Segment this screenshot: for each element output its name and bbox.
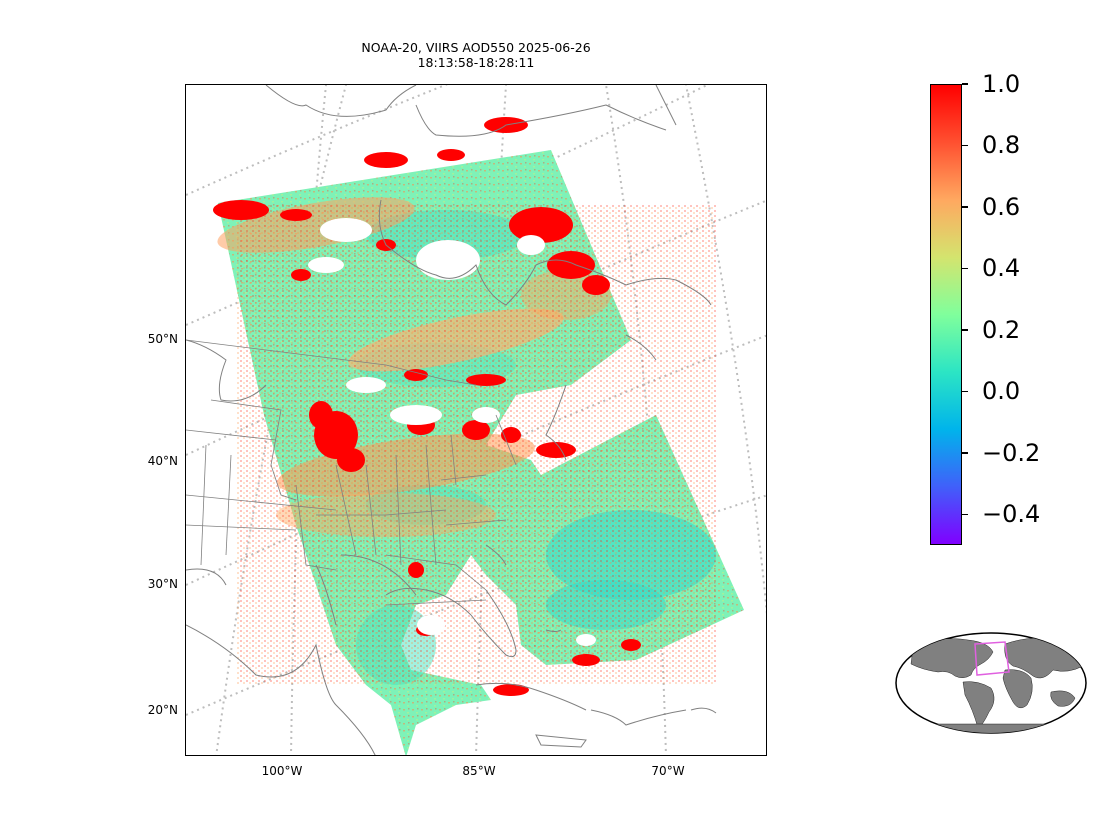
coastlines bbox=[186, 85, 717, 755]
lon-label-100w: 100°W bbox=[261, 764, 303, 778]
colorbar-tick-mark bbox=[962, 390, 968, 393]
colorbar bbox=[930, 84, 962, 545]
lat-label-50: 50°N bbox=[147, 332, 178, 346]
colorbar-tick-mark bbox=[962, 329, 968, 331]
lat-label-30: 30°N bbox=[147, 577, 178, 591]
map-title: NOAA-20, VIIRS AOD550 2025-06-26 18:13:5… bbox=[185, 40, 767, 70]
colorbar-tick-label: 0.2 bbox=[982, 315, 1021, 344]
colorbar-tick-mark bbox=[962, 513, 968, 516]
region-box bbox=[974, 641, 1010, 676]
map-canvas bbox=[186, 85, 766, 755]
title-line-1: NOAA-20, VIIRS AOD550 2025-06-26 bbox=[361, 40, 591, 55]
colorbar-tick-mark bbox=[962, 452, 968, 454]
lat-label-40: 40°N bbox=[147, 454, 178, 468]
colorbar-tick-label: 1.0 bbox=[982, 70, 1021, 98]
colorbar-tick-mark bbox=[962, 144, 968, 147]
colorbar-tick-label: 0.4 bbox=[982, 254, 1021, 283]
colorbar-tick-label: 0.6 bbox=[982, 192, 1021, 221]
colorbar-tick-label: 0.8 bbox=[982, 131, 1021, 160]
colorbar-tick-mark bbox=[962, 83, 968, 85]
lon-label-85w: 85°W bbox=[462, 764, 496, 778]
globe-locator-inset bbox=[895, 632, 1087, 734]
colorbar-tick-label: −0.2 bbox=[982, 438, 1041, 467]
map-panel[interactable] bbox=[185, 84, 767, 756]
aod-swath bbox=[217, 150, 744, 755]
lat-label-20: 20°N bbox=[147, 703, 178, 717]
colorbar-tick-label: 0.0 bbox=[982, 377, 1021, 406]
no-data-gaps bbox=[308, 218, 596, 646]
lon-label-70w: 70°W bbox=[651, 764, 685, 778]
title-line-2: 18:13:58-18:28:11 bbox=[417, 55, 535, 70]
colorbar-tick-mark bbox=[962, 206, 968, 208]
state-borders bbox=[186, 339, 517, 606]
colorbar-tick-mark bbox=[962, 267, 968, 270]
colorbar-tick-label: −0.4 bbox=[982, 500, 1041, 529]
